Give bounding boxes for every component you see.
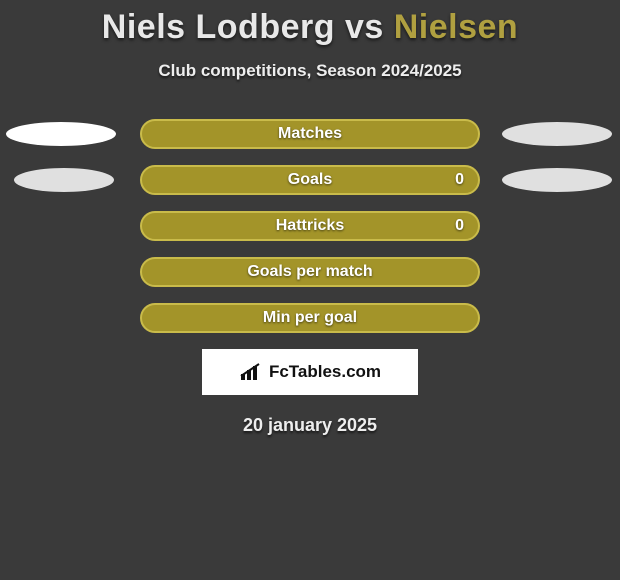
stat-bar: Hattricks 0: [140, 211, 480, 241]
stat-label: Goals per match: [247, 263, 372, 281]
player2-name: Nielsen: [394, 8, 518, 46]
barchart-icon: [239, 362, 265, 382]
left-stat-pill: [14, 168, 114, 192]
stat-bar: Matches: [140, 119, 480, 149]
stat-row-hattricks: Hattricks 0: [0, 211, 620, 241]
source-logo: FcTables.com: [202, 349, 418, 395]
comparison-infographic: Niels Lodberg vs Nielsen Club competitio…: [0, 0, 620, 436]
stat-label: Min per goal: [263, 309, 357, 327]
stat-right-value: 0: [455, 171, 464, 189]
page-title: Niels Lodberg vs Nielsen: [0, 8, 620, 47]
right-stat-pill: [502, 122, 612, 146]
generated-date: 20 january 2025: [0, 415, 620, 436]
stat-label: Hattricks: [276, 217, 344, 235]
stat-row-goals: Goals 0: [0, 165, 620, 195]
stat-row-matches: Matches: [0, 119, 620, 149]
stat-bar: Goals 0: [140, 165, 480, 195]
stat-label: Matches: [278, 125, 342, 143]
right-stat-pill: [502, 168, 612, 192]
left-stat-pill: [6, 122, 116, 146]
stat-rows: Matches Goals 0 Hattricks 0: [0, 119, 620, 333]
stat-row-goals-per-match: Goals per match: [0, 257, 620, 287]
logo-text: FcTables.com: [269, 362, 381, 382]
vs-text: vs: [345, 8, 384, 46]
stat-row-min-per-goal: Min per goal: [0, 303, 620, 333]
stat-right-value: 0: [455, 217, 464, 235]
player1-name: Niels Lodberg: [102, 8, 335, 46]
stat-bar: Goals per match: [140, 257, 480, 287]
subtitle: Club competitions, Season 2024/2025: [0, 61, 620, 81]
stat-label: Goals: [288, 171, 332, 189]
stat-bar: Min per goal: [140, 303, 480, 333]
